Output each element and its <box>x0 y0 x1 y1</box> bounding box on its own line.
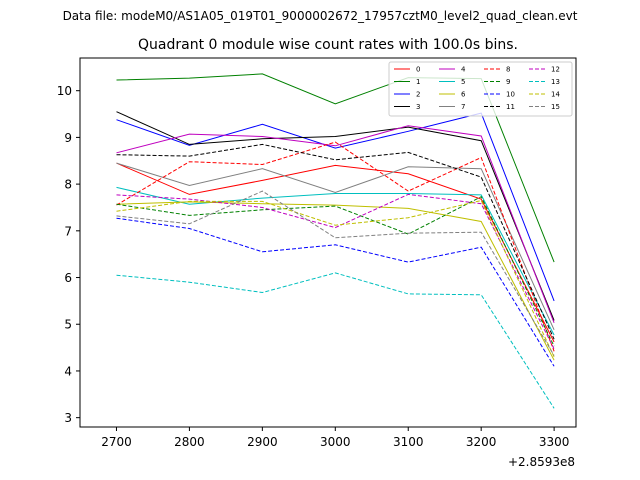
x-offset-label: +2.8593e8 <box>508 455 575 469</box>
series-layer <box>116 73 555 409</box>
legend-label-3: 3 <box>416 103 420 111</box>
legend-label-6: 6 <box>461 91 466 99</box>
x-axis: 2700 2800 2900 3000 3100 3200 3300 <box>101 427 569 449</box>
legend-label-4: 4 <box>461 66 466 74</box>
y-tick-label: 10 <box>57 84 72 98</box>
y-tick-label: 8 <box>64 178 72 192</box>
y-tick-label: 9 <box>64 131 72 145</box>
legend-label-9: 9 <box>506 78 510 86</box>
series-line-5 <box>116 186 555 336</box>
plot-frame <box>79 57 577 428</box>
series-line-14 <box>116 199 555 358</box>
x-tick-label: 2700 <box>101 435 132 449</box>
y-tick-label: 7 <box>64 224 72 238</box>
legend-label-11: 11 <box>506 103 515 111</box>
series-line-0 <box>116 162 555 343</box>
x-tick-label: 3300 <box>539 435 570 449</box>
legend-label-2: 2 <box>416 91 420 99</box>
series-line-8 <box>116 141 555 352</box>
y-tick-label: 4 <box>64 364 72 378</box>
series-line-15 <box>116 190 555 356</box>
legend-label-14: 14 <box>551 91 560 99</box>
legend-label-1: 1 <box>416 78 420 86</box>
series-line-10 <box>116 217 555 367</box>
series-line-9 <box>116 196 555 347</box>
legend-box <box>388 61 573 117</box>
chart-title: Quadrant 0 module wise count rates with … <box>138 37 518 53</box>
legend-label-0: 0 <box>416 66 420 74</box>
series-line-3 <box>116 111 555 321</box>
legend-label-12: 12 <box>551 66 560 74</box>
legend-label-5: 5 <box>461 78 465 86</box>
x-tick-label: 2900 <box>247 435 278 449</box>
legend-label-7: 7 <box>461 103 465 111</box>
y-tick-label: 6 <box>64 271 72 285</box>
series-line-4 <box>116 125 555 323</box>
legend-label-15: 15 <box>551 103 560 111</box>
legend-label-13: 13 <box>551 78 560 86</box>
figure-suptitle: Data file: modeM0/AS1A05_019T01_90000026… <box>63 9 578 23</box>
series-line-13 <box>116 272 555 409</box>
series-line-11 <box>116 143 555 340</box>
series-line-12 <box>116 193 555 350</box>
x-tick-label: 3200 <box>466 435 497 449</box>
y-tick-label: 5 <box>64 318 72 332</box>
y-tick-label: 3 <box>64 411 72 425</box>
legend-label-8: 8 <box>506 66 510 74</box>
legend-label-10: 10 <box>506 91 515 99</box>
x-tick-label: 2800 <box>174 435 205 449</box>
y-axis: 3 4 5 6 7 8 9 10 <box>57 84 80 425</box>
x-tick-label: 3100 <box>393 435 424 449</box>
x-tick-label: 3000 <box>320 435 351 449</box>
series-line-7 <box>116 162 555 331</box>
